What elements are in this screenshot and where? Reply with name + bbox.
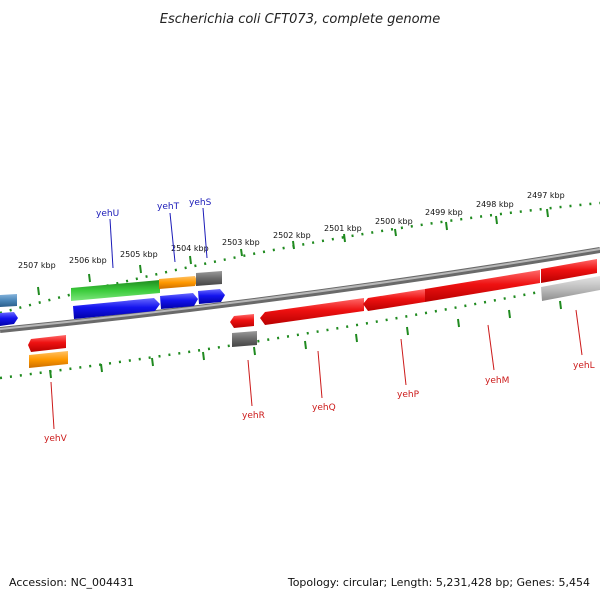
leader-yehU — [109, 218, 114, 269]
leader-yehT — [169, 212, 176, 263]
gene-label-yehL: yehL — [573, 361, 595, 371]
gene-label-yehR: yehR — [242, 411, 265, 421]
scale-label: 2506 kbp — [69, 256, 107, 265]
gene-red-yehM — [425, 270, 540, 302]
forward-features — [0, 271, 600, 326]
forward-labels: yehU yehT yehS — [96, 198, 212, 269]
gene-gray-yehR — [232, 331, 257, 347]
gene-gray-yehS — [196, 271, 222, 286]
gene-red-yehQ — [260, 298, 364, 325]
reverse-major-ticks — [49, 300, 562, 379]
gene-blue-3 — [198, 289, 225, 304]
scale-label: 2499 kbp — [425, 208, 463, 217]
leader-yehM — [487, 324, 495, 371]
leader-yehP — [400, 338, 407, 386]
scale-label: 2502 kbp — [273, 231, 311, 240]
gene-red-yehL — [541, 259, 597, 283]
scale-label: 2500 kbp — [375, 217, 413, 226]
scale-label: 2504 kbp — [171, 244, 209, 253]
gene-red-yehV — [28, 335, 66, 352]
gene-blue-2 — [160, 293, 198, 309]
scale-label: 2498 kbp — [476, 200, 514, 209]
gene-blue-1 — [73, 298, 160, 319]
gene-red-yehR — [230, 314, 254, 328]
map-title: Escherichia coli CFT073, complete genome — [160, 12, 440, 27]
scale-labels: 2507 kbp 2506 kbp 2505 kbp 2504 kbp 2503… — [18, 191, 565, 270]
scale-label: 2507 kbp — [18, 261, 56, 270]
gene-orange-yehT — [159, 276, 197, 289]
gene-label-yehU: yehU — [96, 209, 119, 219]
scale-label: 2497 kbp — [527, 191, 565, 200]
gene-label-yehS: yehS — [189, 198, 212, 208]
leader-yehS — [202, 207, 208, 259]
reverse-labels: yehV yehR yehQ yehP yehM yehL — [44, 309, 595, 444]
gene-label-yehM: yehM — [485, 376, 509, 386]
gene-label-yehV: yehV — [44, 434, 68, 444]
gene-green-yehU — [71, 280, 160, 301]
gene-orange-yehV — [29, 351, 68, 368]
scale-label: 2503 kbp — [222, 238, 260, 247]
genome-backbone-highlight — [0, 248, 600, 330]
gene-red-yehP — [363, 289, 425, 311]
leader-yehR — [247, 359, 253, 407]
genome-summary: Topology: circular; Length: 5,231,428 bp… — [287, 576, 590, 589]
scale-label: 2501 kbp — [324, 224, 362, 233]
gene-blue-edge — [0, 312, 18, 326]
leader-yehV — [50, 381, 55, 430]
leader-yehQ — [317, 350, 323, 399]
gene-label-yehT: yehT — [157, 202, 180, 212]
reverse-features — [28, 259, 597, 368]
gene-steelblue-edge — [0, 294, 17, 307]
gene-label-yehQ: yehQ — [312, 403, 336, 413]
accession-label: Accession: NC_004431 — [9, 576, 134, 589]
scale-label: 2505 kbp — [120, 250, 158, 259]
gene-lightgray-right — [541, 276, 600, 301]
gene-label-yehP: yehP — [397, 390, 420, 400]
leader-yehL — [575, 309, 583, 356]
forward-major-ticks — [37, 208, 549, 296]
